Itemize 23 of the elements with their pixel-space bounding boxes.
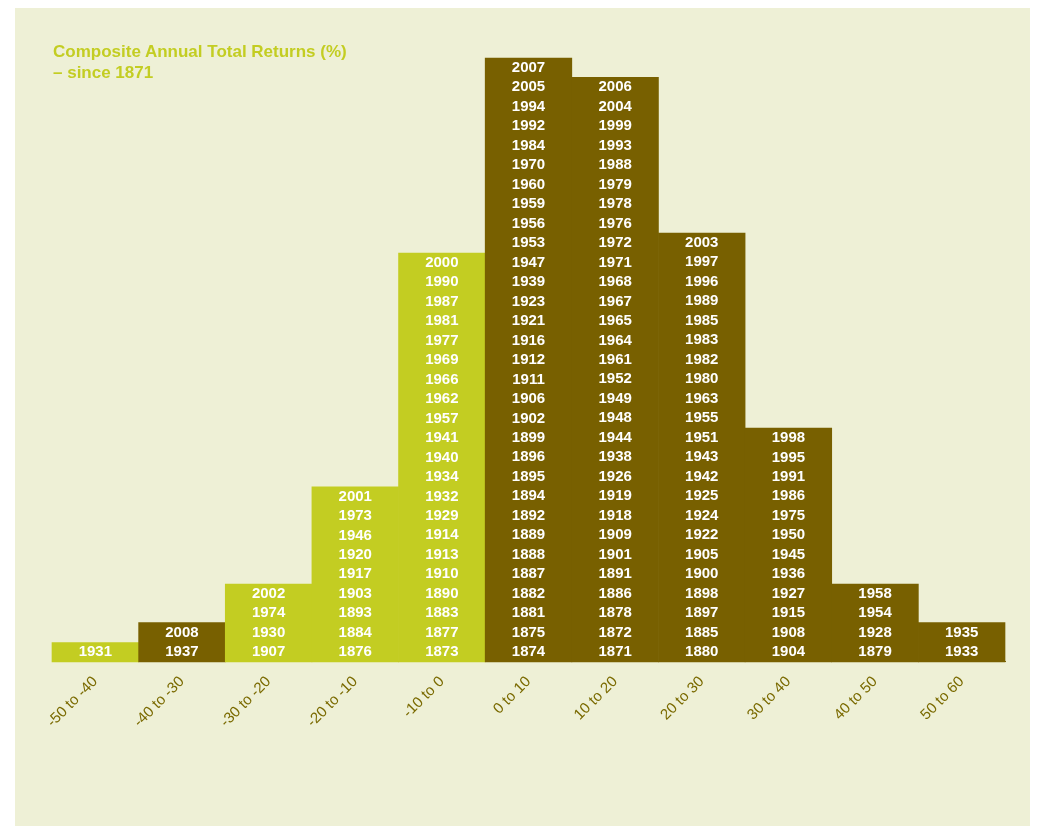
- annotation: 1935 1933: [944, 622, 979, 660]
- annotation: 1958 1954 1928 1879: [858, 583, 893, 660]
- x-tick-label: -40 to -30: [129, 672, 187, 730]
- text: 2003 1997 1996 1989 1985 1983 1982 1980 1963 1955 1951 1943 1942 1925 1924 1922 1905 1900 1898 1897 1885 1880: [685, 233, 719, 660]
- text: 2000 1990 1987 1981 1977 1969 1966 1962 1957 1941 1940 1934 1932 1929 1914 1913 1910 1890 1883 1877 1873: [425, 252, 459, 660]
- x-tick-label: 50 to 60: [916, 672, 967, 723]
- annotation: 2002 1974 1930 1907: [251, 583, 286, 660]
- x-tick-label: -30 to -20: [216, 672, 274, 730]
- x-tick-label: 40 to 50: [829, 672, 881, 723]
- x-tick-label: -10 to 0: [398, 672, 447, 721]
- text: 2007 2005 1994 1992 1984 1970 1960 1959 1956 1953 1947 1939 1923 1921 1916 1912 1911 1906 1902 1899 1896 1895 1894 1892 1889 1888 1887 1882 1881 1875 1874: [511, 57, 546, 660]
- text: 2006 2004 1999 1993 1988 1979 1978 1976 1972 1971 1968 1967 1965 1964 1961 1952 1949 1948 1944 1938 1926 1919 1918 1909 1901 1891 1886 1878 1872 1871: [598, 77, 632, 660]
- text: 2001 1973 1946 1920 1917 1903 1893 1884 1876: [338, 486, 372, 660]
- x-tick-label: 0 to 10: [489, 672, 534, 717]
- annotation: 2008 1937: [165, 622, 199, 660]
- annotation: 1931: [78, 642, 113, 660]
- x-tick-label: -20 to -10: [302, 672, 361, 730]
- chart-title: Composite Annual Total Returns (%) – since 1871: [53, 41, 348, 83]
- text: 1998 1995 1991 1986 1975 1950 1945 1936 1927 1915 1908 1904: [771, 428, 806, 660]
- x-tick-label: 30 to 40: [743, 672, 794, 723]
- x-tick-label: 20 to 30: [656, 672, 707, 723]
- x-tick-label: 10 to 20: [569, 672, 621, 723]
- x-tick-label: -50 to -40: [42, 672, 101, 730]
